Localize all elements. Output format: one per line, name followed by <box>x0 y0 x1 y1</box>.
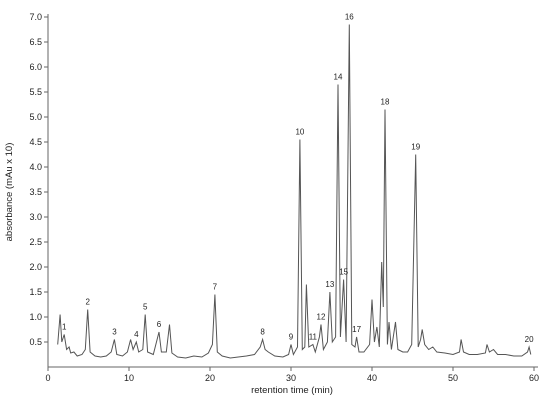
y-tick-label: 1.5 <box>29 287 42 297</box>
peak-label: 3 <box>112 328 117 337</box>
x-tick-label: 50 <box>448 373 458 383</box>
x-tick-label: 10 <box>124 373 134 383</box>
peak-label: 20 <box>525 335 534 344</box>
x-axis-title: retention time (min) <box>251 385 333 396</box>
x-tick-label: 40 <box>367 373 377 383</box>
x-tick-label: 30 <box>286 373 296 383</box>
peak-label: 18 <box>381 98 390 107</box>
peak-label: 15 <box>339 268 348 277</box>
y-tick-label: 1.0 <box>29 312 42 322</box>
y-tick-label: 2.5 <box>29 237 42 247</box>
peak-label: 6 <box>157 320 162 329</box>
peak-label: 5 <box>143 303 148 312</box>
peak-label: 1 <box>62 323 67 332</box>
peak-label: 17 <box>352 325 361 334</box>
y-tick-label: 0.5 <box>29 337 42 347</box>
y-tick-label: 7.0 <box>29 12 42 22</box>
peak-label: 9 <box>289 333 294 342</box>
peak-label: 7 <box>213 283 218 292</box>
y-tick-label: 6.5 <box>29 37 42 47</box>
peak-label: 16 <box>345 13 354 22</box>
peak-label: 4 <box>134 330 139 339</box>
trace <box>57 24 532 359</box>
y-tick-label: 4.5 <box>29 137 42 147</box>
peak-label: 8 <box>260 328 265 337</box>
x-tick-label: 20 <box>205 373 215 383</box>
y-tick-label: 5.0 <box>29 112 42 122</box>
peak-label: 19 <box>411 143 420 152</box>
y-tick-label: 3.5 <box>29 187 42 197</box>
y-tick-label: 2.0 <box>29 262 42 272</box>
peak-label: 2 <box>85 298 90 307</box>
peak-label: 13 <box>325 280 334 289</box>
y-axis-title: absorbance (mAu x 10) <box>4 143 15 242</box>
x-tick-label: 0 <box>45 373 50 383</box>
y-tick-label: 3.0 <box>29 212 42 222</box>
y-tick-label: 4.0 <box>29 162 42 172</box>
x-tick-label: 60 <box>529 373 539 383</box>
y-tick-label: 5.5 <box>29 87 42 97</box>
y-tick-label: 6.0 <box>29 62 42 72</box>
peak-label: 14 <box>334 73 343 82</box>
peak-label: 10 <box>295 128 304 137</box>
peak-label: 11 <box>309 333 318 342</box>
peak-label: 12 <box>317 313 326 322</box>
